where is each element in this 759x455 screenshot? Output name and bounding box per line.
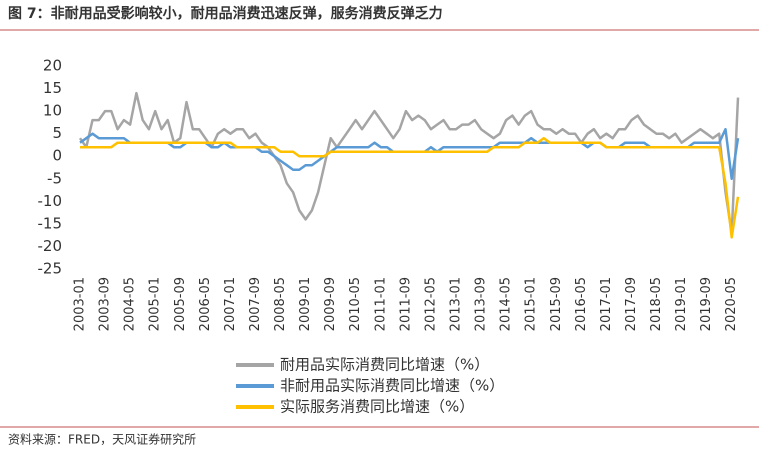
x-tick-label: 2019-01 [674, 277, 689, 331]
x-tick-label: 2007-09 [248, 277, 263, 331]
x-tick-label: 2009-01 [298, 277, 313, 331]
x-tick-label: 2011-09 [398, 277, 413, 331]
series-line [80, 136, 740, 239]
x-tick-label: 2012-05 [423, 277, 438, 331]
x-tick-label: 2006-05 [198, 277, 213, 331]
x-tick-label: 2005-09 [173, 277, 188, 331]
y-tick-label: -15 [38, 214, 63, 232]
x-tick-label: 2019-09 [699, 277, 714, 331]
y-tick-label: -10 [38, 192, 63, 210]
x-tick-label: 2016-05 [574, 277, 589, 331]
y-tick-label: -5 [47, 169, 62, 187]
x-tick-label: 2003-09 [98, 277, 113, 331]
x-tick-label: 2010-05 [348, 277, 363, 331]
x-tick-label: 2017-09 [624, 277, 639, 331]
source-note: 资料来源：FRED，天风证券研究所 [8, 432, 196, 447]
x-tick-label: 2013-01 [449, 277, 464, 331]
y-tick-label: 0 [52, 147, 62, 165]
x-tick-label: 2008-05 [273, 277, 288, 331]
x-tick-label: 2018-05 [649, 277, 664, 331]
series-line [78, 91, 740, 235]
y-tick-label: 5 [52, 124, 62, 142]
x-tick-label: 2009-09 [323, 277, 338, 331]
chart-title: 图 7：非耐用品受影响较小，耐用品消费迅速反弹，服务消费反弹乏力 [8, 5, 443, 22]
x-tick-label: 2007-01 [223, 277, 238, 331]
legend-label: 耐用品实际消费同比增速（%） [280, 356, 489, 374]
x-tick-label: 2011-01 [373, 277, 388, 331]
x-tick-label: 2005-01 [148, 277, 163, 331]
x-tick-label: 2014-05 [499, 277, 514, 331]
x-tick-label: 2004-05 [123, 277, 138, 331]
y-tick-label: 15 [43, 79, 62, 97]
y-tick-label: 20 [43, 57, 62, 75]
x-tick-label: 2017-01 [599, 277, 614, 331]
x-tick-label: 2003-01 [73, 277, 88, 331]
series-line [79, 127, 740, 181]
legend-label: 非耐用品实际消费同比增速（%） [280, 377, 504, 395]
x-tick-label: 2015-01 [524, 277, 539, 331]
x-tick-label: 2020-05 [724, 277, 739, 331]
x-tick-label: 2013-09 [474, 277, 489, 331]
y-tick-label: -25 [38, 260, 63, 278]
y-tick-label: 10 [43, 102, 62, 120]
x-tick-label: 2015-09 [549, 277, 564, 331]
y-tick-label: -20 [38, 237, 63, 255]
legend-label: 实际服务消费同比增速（%） [280, 398, 474, 416]
